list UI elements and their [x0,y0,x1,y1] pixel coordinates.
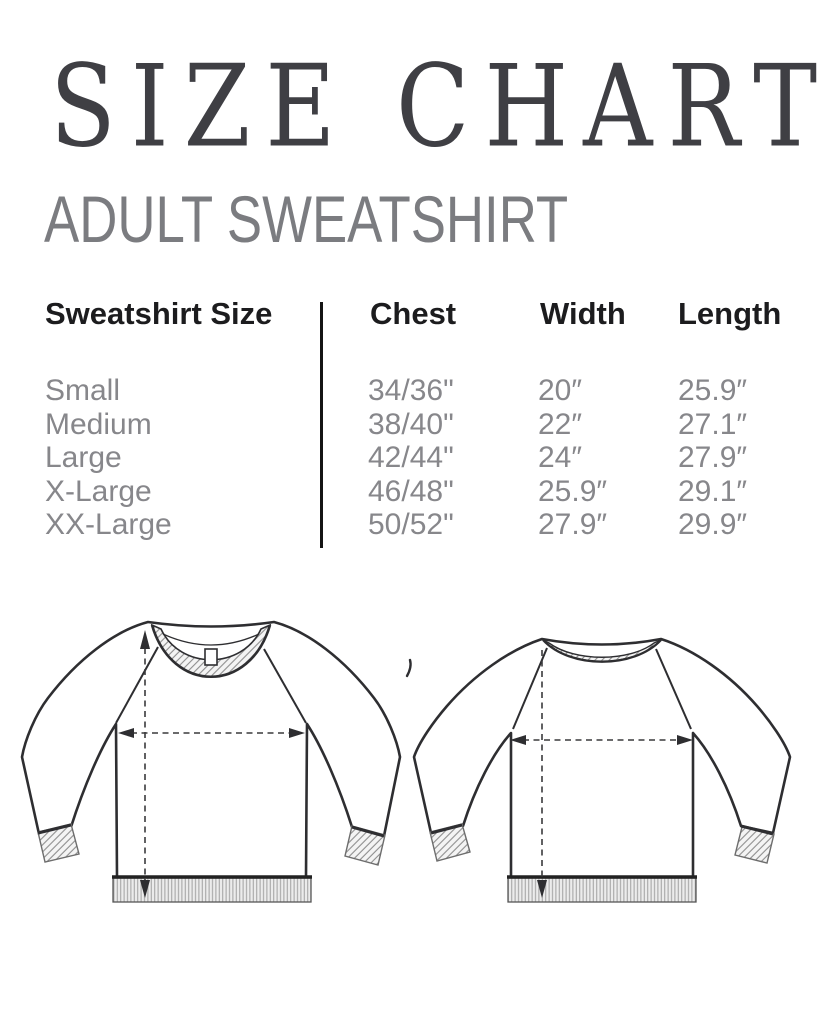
cell-size: Small [45,374,121,407]
back-length-arrow-down-icon [537,880,547,898]
sweatshirt-diagrams [20,620,792,903]
cell-width: 22″ [538,408,582,441]
front-neck-tag [204,648,218,666]
front-right-cuff-seam [351,825,385,838]
cell-width: 20″ [538,374,582,407]
stray-tick-mark [405,658,412,678]
back-width-arrow-left-icon [510,735,526,745]
cell-chest: 38/40" [368,408,454,441]
cell-size: Large [45,441,122,474]
column-header-width: Width [540,296,626,331]
table-divider-line [320,302,323,548]
cell-length: 27.9″ [678,441,748,474]
cell-chest: 50/52" [368,508,454,541]
back-left-cuff-seam [430,823,463,835]
front-width-arrow-right-icon [289,728,305,738]
front-width-arrow-left-icon [118,728,134,738]
front-length-arrow-up-icon [140,630,150,649]
cell-chest: 46/48" [368,475,454,508]
table-row: XX-Large 50/52" 27.9″ 29.9″ [0,508,819,542]
column-header-chest: Chest [370,296,457,331]
front-raglan-seam-right [263,648,307,724]
cell-chest: 34/36" [368,374,454,407]
front-body-outline [20,620,402,879]
front-raglan-seam-left [115,646,159,724]
sweatshirt-back-diagram [412,637,792,903]
back-hem-band [507,877,697,903]
cell-width: 25.9″ [538,475,608,508]
back-width-arrow-right-icon [677,735,693,745]
front-length-arrow-down-icon [140,880,150,898]
column-header-length: Length [678,296,782,331]
table-row: X-Large 46/48" 25.9″ 29.1″ [0,475,819,509]
table-row: Small 34/36" 20″ 25.9″ [0,374,819,408]
front-collar-outer-edge [150,624,272,678]
table-row: Large 42/44" 24″ 27.9″ [0,441,819,475]
column-header-size: Sweatshirt Size [45,296,273,331]
cell-size: X-Large [45,475,152,508]
cell-width: 24″ [538,441,582,474]
back-right-cuff-seam [740,824,774,836]
cell-chest: 42/44" [368,441,454,474]
cell-length: 25.9″ [678,374,748,407]
page-subtitle: ADULT SWEATSHIRT [44,182,569,256]
cell-length: 27.1″ [678,408,748,441]
cell-size: XX-Large [45,508,172,541]
back-collar-inner-line [550,645,654,662]
front-collar-back-rib-line [162,633,260,646]
back-body-outline [412,637,792,879]
cell-length: 29.1″ [678,475,748,508]
page-title: SIZE CHART [50,40,819,173]
cell-width: 27.9″ [538,508,608,541]
cell-length: 29.9″ [678,508,748,541]
front-left-cuff-seam [37,823,72,835]
cell-size: Medium [45,408,152,441]
sweatshirt-front-diagram [20,620,402,903]
back-raglan-seam-right [655,648,692,730]
table-row: Medium 38/40" 22″ 27.1″ [0,408,819,442]
